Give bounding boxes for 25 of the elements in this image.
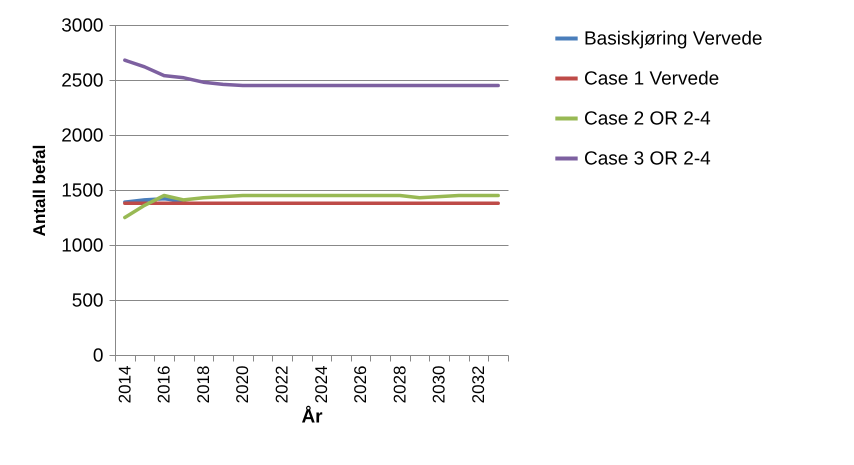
y-tick-label: 0 [92, 346, 104, 366]
y-tick-label: 2500 [61, 70, 104, 92]
line-series [123, 58, 500, 88]
x-tick-label: 2024 [312, 366, 331, 404]
legend-label: Case 1 Vervede [584, 68, 720, 90]
x-tick-label: 2014 [115, 366, 134, 404]
y-tick-label: 1000 [61, 236, 104, 256]
x-tick-label: 2018 [194, 366, 213, 404]
x-tick-label: 2022 [272, 366, 292, 404]
legend-label: Case 3 OR 2-4 [584, 148, 712, 170]
y-tick-label: 2000 [61, 126, 104, 146]
x-tick-label: 2030 [430, 366, 449, 404]
legend-label: Case 2 OR 2-4 [584, 108, 712, 130]
x-tick-label: 2020 [233, 366, 252, 404]
x-axis-title: År [301, 405, 324, 428]
y-tick-label: 500 [72, 290, 104, 312]
legend-label: Basiskjøring Vervede [584, 28, 762, 50]
x-tick-label: 2032 [469, 366, 488, 404]
y-tick-label: 3000 [61, 16, 104, 36]
x-tick-label: 2016 [154, 366, 174, 404]
y-axis-title: Antall befal [30, 144, 50, 236]
line-series [123, 194, 500, 220]
x-tick-label: 2028 [390, 366, 410, 404]
x-tick-label: 2026 [351, 366, 370, 404]
y-tick-label: 1500 [61, 180, 104, 202]
